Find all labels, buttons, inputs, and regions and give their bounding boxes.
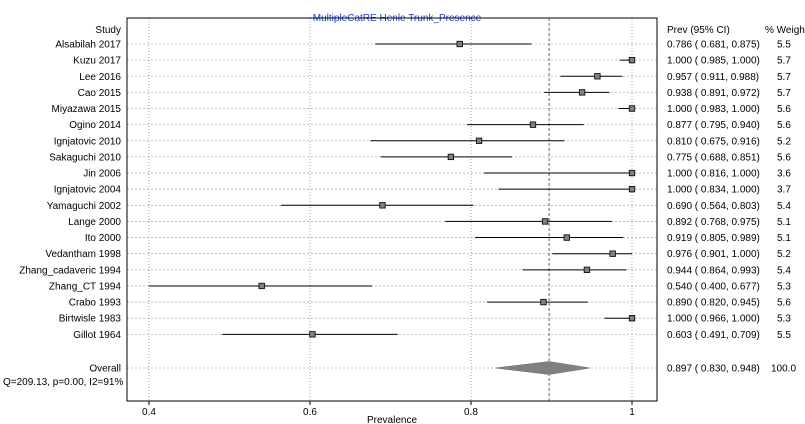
estimate-square xyxy=(541,218,549,225)
weight-value: 5.4 xyxy=(777,265,791,276)
study-name: Kuzu 2017 xyxy=(73,56,121,67)
weight-value: 5.4 xyxy=(777,201,791,212)
prev-ci-value: 1.000 ( 0.834, 1.000) xyxy=(667,185,760,196)
study-header: Study xyxy=(95,25,121,36)
study-name: Sakaguchi 2010 xyxy=(49,152,121,163)
plot-frame xyxy=(126,17,658,402)
estimate-square xyxy=(609,250,616,257)
estimate-square xyxy=(594,73,601,80)
estimate-square xyxy=(628,315,636,322)
study-name: Yamaguchi 2002 xyxy=(47,201,122,212)
estimate-square xyxy=(563,234,570,241)
study-name: Ignjatovic 2010 xyxy=(54,136,122,147)
prev-ci-value: 1.000 ( 0.985, 1.000) xyxy=(667,56,760,67)
weight-value: 5.6 xyxy=(777,104,791,115)
prev-ci-value: 0.919 ( 0.805, 0.989) xyxy=(667,233,760,244)
estimate-square xyxy=(529,121,537,128)
estimate-square xyxy=(475,137,483,144)
weight-value: 5.2 xyxy=(777,136,791,147)
prev-ci-value: 0.877 ( 0.795, 0.940) xyxy=(667,120,760,131)
x-tick-label: 0.8 xyxy=(464,407,478,418)
weight-value: 5.6 xyxy=(777,120,791,131)
weight-value: 5.1 xyxy=(777,233,791,244)
estimate-square xyxy=(628,56,636,64)
weight-header: % Weight xyxy=(765,25,805,36)
grid-lines xyxy=(127,18,657,401)
study-name: Ito 2000 xyxy=(85,233,122,244)
prev-ci-value: 0.890 ( 0.820, 0.945) xyxy=(667,298,760,309)
overall-prev-ci-value: 0.897 ( 0.830, 0.948) xyxy=(667,364,760,375)
prev-ci-value: 0.540 ( 0.400, 0.677) xyxy=(667,281,760,292)
weight-value: 5.2 xyxy=(777,249,791,260)
weight-value: 5.7 xyxy=(777,88,791,99)
study-name: Birtwisle 1983 xyxy=(59,314,122,325)
overall-weight-value: 100.0 xyxy=(771,364,796,375)
estimate-square xyxy=(628,186,636,193)
weight-value: 5.6 xyxy=(777,298,791,309)
estimate-square xyxy=(379,202,386,209)
x-axis-label: Prevalence xyxy=(367,415,417,424)
x-tick-label: 0.6 xyxy=(303,407,317,418)
estimate-square xyxy=(578,89,586,96)
weight-value: 5.1 xyxy=(777,217,791,228)
prev-ci-value: 0.938 ( 0.891, 0.972) xyxy=(667,88,760,99)
x-tick-label: 1 xyxy=(629,407,635,418)
heterogeneity-stats: Q=209.13, p=0.00, I2=91% xyxy=(3,377,123,388)
estimate-square xyxy=(447,153,455,161)
prev-ci-value: 0.690 ( 0.564, 0.803) xyxy=(667,201,760,212)
overall-label: Overall xyxy=(89,364,121,375)
study-name: Lange 2000 xyxy=(68,217,121,228)
weight-value: 5.3 xyxy=(777,314,791,325)
study-name: Vedantham 1998 xyxy=(45,249,121,260)
study-name: Crabo 1993 xyxy=(69,298,122,309)
study-rows: Alsabilah 2017 0.786 ( 0.681, 0.875) 5.5 Ku… xyxy=(19,40,791,341)
study-name: Cao 2015 xyxy=(78,88,122,99)
prev-ci-value: 0.810 ( 0.675, 0.916) xyxy=(667,136,760,147)
prev-ci-value: 1.000 ( 0.816, 1.000) xyxy=(667,169,760,180)
prev-ci-header: Prev (95% CI) xyxy=(667,25,730,36)
estimate-square xyxy=(628,105,636,112)
estimate-square xyxy=(583,266,591,273)
estimate-square xyxy=(258,282,265,290)
study-name: Zhang_cadaveric 1994 xyxy=(19,265,121,276)
prev-ci-value: 1.000 ( 0.966, 1.000) xyxy=(667,314,760,325)
x-axis: 0.4 0.6 0.8 1 xyxy=(142,401,635,418)
weight-value: 5.7 xyxy=(777,56,791,67)
prev-ci-value: 0.775 ( 0.688, 0.851) xyxy=(667,152,760,163)
study-name: Ogino 2014 xyxy=(69,120,121,131)
weight-value: 3.6 xyxy=(777,169,791,180)
x-tick-label: 0.4 xyxy=(142,407,156,418)
prev-ci-value: 0.603 ( 0.491, 0.709) xyxy=(667,330,760,341)
study-name: Alsabilah 2017 xyxy=(55,40,121,51)
prev-ci-value: 0.976 ( 0.901, 1.000) xyxy=(667,249,760,260)
prev-ci-value: 0.892 ( 0.768, 0.975) xyxy=(667,217,760,228)
study-name: Lee 2016 xyxy=(79,72,121,83)
weight-value: 5.5 xyxy=(777,330,791,341)
prev-ci-value: 0.957 ( 0.911, 0.988) xyxy=(667,72,759,83)
study-name: Jin 2006 xyxy=(83,169,121,180)
overall-row: Overall 0.897 ( 0.830, 0.948) 100.0 xyxy=(89,361,796,375)
estimate-square xyxy=(309,331,316,338)
weight-value: 5.6 xyxy=(777,152,791,163)
estimate-square xyxy=(628,169,636,177)
prev-ci-value: 1.000 ( 0.983, 1.000) xyxy=(667,104,760,115)
weight-value: 5.3 xyxy=(777,281,791,292)
study-name: Zhang_CT 1994 xyxy=(49,281,122,292)
weight-value: 3.7 xyxy=(777,185,791,196)
estimate-square xyxy=(540,298,547,306)
overall-diamond xyxy=(495,361,591,375)
prev-ci-value: 0.786 ( 0.681, 0.875) xyxy=(667,40,760,51)
prev-ci-value: 0.944 ( 0.864, 0.993) xyxy=(667,265,760,276)
weight-value: 5.5 xyxy=(777,40,791,51)
estimate-square xyxy=(456,40,463,48)
study-name: Miyazawa 2015 xyxy=(52,104,122,115)
weight-value: 5.7 xyxy=(777,72,791,83)
study-name: Ignjatovic 2004 xyxy=(54,185,122,196)
study-name: Gillot 1964 xyxy=(73,330,121,341)
